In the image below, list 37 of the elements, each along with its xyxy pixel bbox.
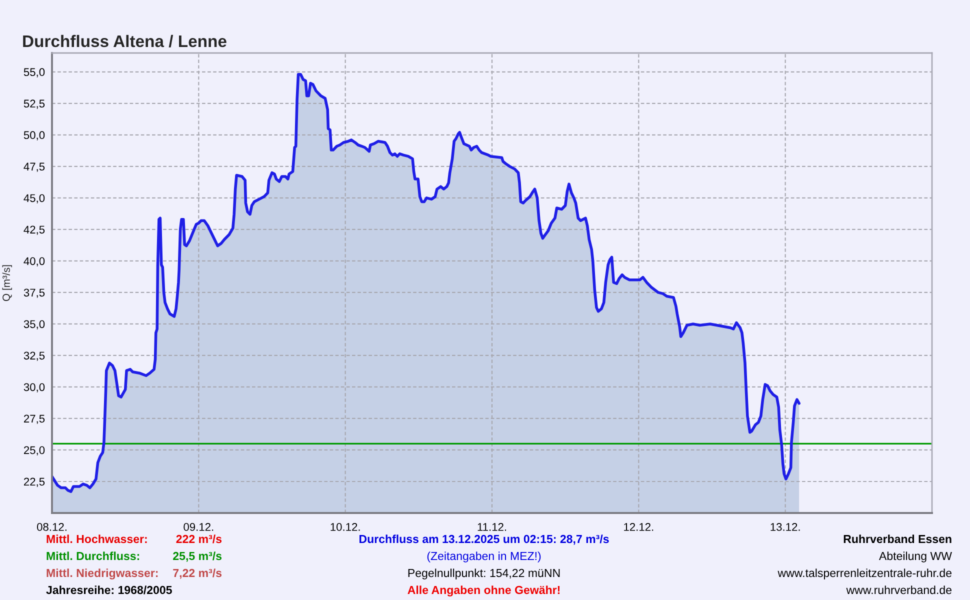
text: 222 m³/s (176, 534, 222, 544)
text: Jahresreihe: 1968/2005 (46, 586, 172, 594)
y-tick-label: 55,0 (24, 68, 45, 78)
text: Pegelnullpunkt: 154,22 müNN (408, 568, 560, 580)
text: Ruhrverband Essen (844, 534, 952, 544)
text: Mittl. Hochwasser: (46, 534, 147, 544)
text: 7,22 m³/s (173, 568, 222, 579)
text: 25,5 m³/s (173, 552, 222, 562)
y-tick-label: 30,0 (24, 383, 45, 392)
y-tick-label: 40,0 (24, 257, 45, 266)
y-tick-label: 42,5 (24, 226, 45, 235)
y-tick-label: 45,0 (24, 194, 45, 204)
y-tick-label: 52,5 (24, 100, 45, 109)
y-tick-label: 22,5 (24, 478, 45, 487)
text: www.talsperrenleitzentrale-ruhr.de (778, 568, 952, 580)
y-tick-label: 47,5 (24, 162, 45, 172)
y-tick-label: 32,5 (24, 352, 45, 361)
y-axis-title: Q [m³/s] (2, 265, 12, 302)
y-tick-label: 50,0 (24, 131, 45, 140)
y-tick-label: 25,0 (24, 446, 45, 456)
text: Alle Angaben ohne Gewähr! (408, 586, 560, 596)
y-tick-label: 35,0 (24, 320, 45, 330)
x-tick-label: 13.12. (770, 523, 800, 531)
x-tick-label: 10.12. (330, 523, 360, 531)
y-tick-label: 37,5 (24, 288, 45, 298)
text: www.ruhrverband.de (846, 586, 952, 594)
x-tick-label: 08.12. (36, 523, 66, 531)
text: Mittl. Niedrigwasser: (46, 568, 158, 580)
x-tick-label: 09.12. (184, 523, 214, 531)
text: Abteilung WW (878, 552, 952, 562)
chart-title: Durchfluss Altena / Lenne (23, 34, 226, 48)
y-tick-label: 27,5 (24, 414, 45, 424)
x-tick-label: 12.12. (624, 523, 654, 531)
text: Mittl. Durchfluss: (46, 552, 140, 560)
text: Durchfluss am 13.12.2025 um 02:15: 28,7 m³/s (360, 534, 609, 545)
x-tick-label: 11.12. (478, 523, 506, 531)
text: (Zeitangaben in MEZ!) (427, 552, 541, 562)
